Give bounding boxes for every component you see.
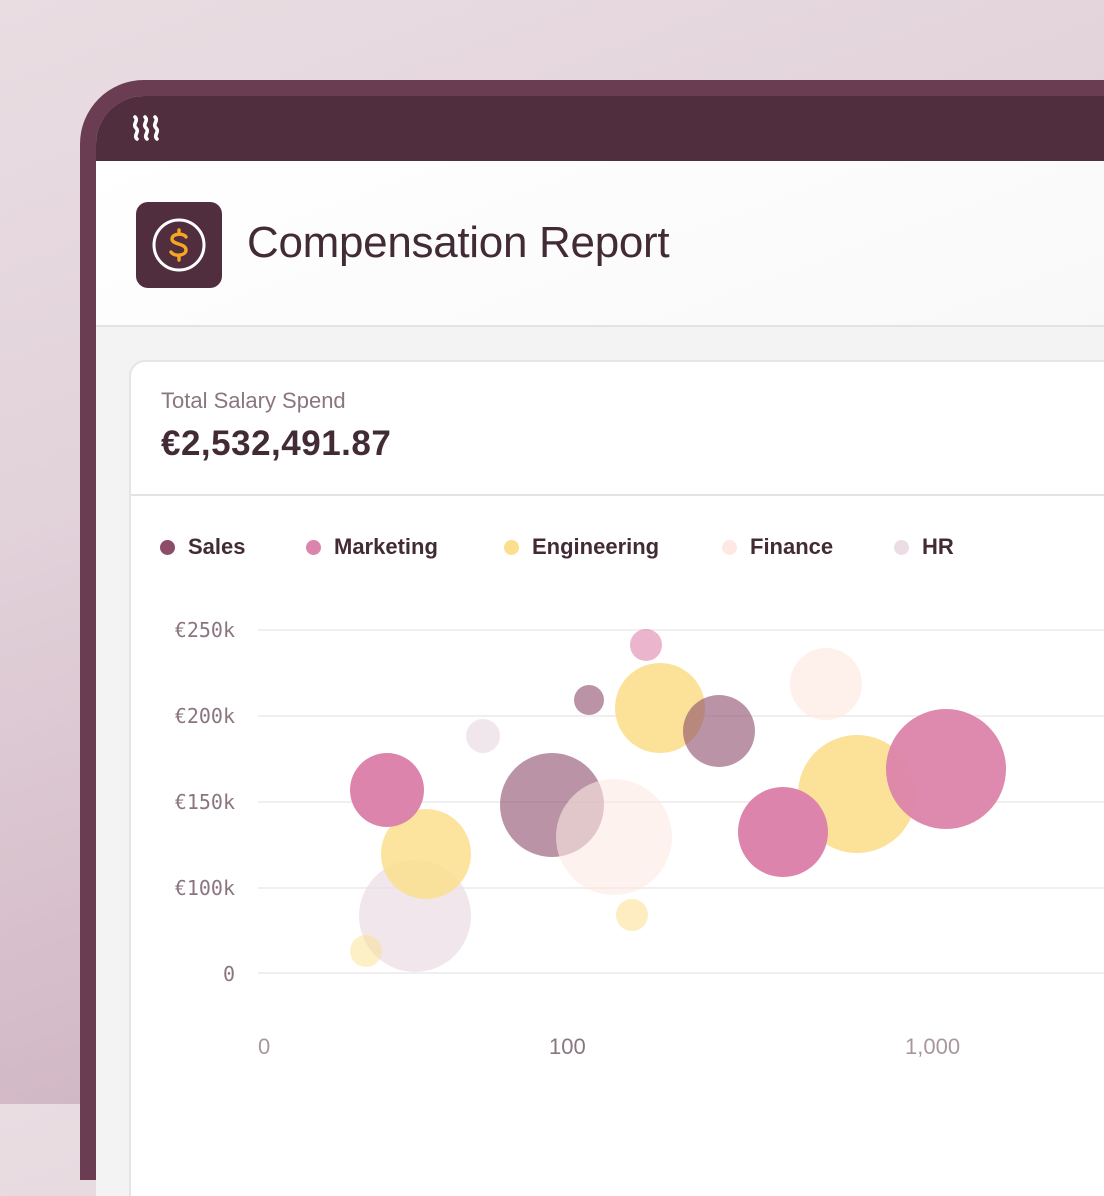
legend-dot-icon [160,539,175,555]
bubble-sales[interactable] [683,695,755,767]
bubble-finance[interactable] [790,648,862,720]
bubble-chart: Sales Marketing Engineering Finance HR €… [160,534,1104,1059]
bubble-engineering[interactable] [616,899,648,931]
bubble-sales[interactable] [574,685,604,715]
top-bar [96,96,1104,161]
gridline [258,801,1104,803]
card-header: Total Salary Spend €2,532,491.87 [131,362,1104,496]
report-app-icon [136,202,222,288]
legend-item-sales[interactable]: Sales [160,534,246,559]
legend-dot-icon [306,539,321,555]
y-tick-label: €200k [174,704,235,728]
gridline [258,972,1104,974]
bubble-marketing[interactable] [738,787,828,877]
x-tick-label: 0 [258,1034,271,1059]
x-tick-label: 1,000 [905,1034,961,1059]
y-tick-label: €150k [174,790,235,814]
gridline [258,629,1104,631]
bubble-engineering[interactable] [350,935,382,967]
legend-dot-icon [504,539,519,555]
app-window: Compensation Report Total Salary Spend €… [96,96,1104,1196]
gridline [258,887,1104,889]
bubble-hr[interactable] [466,719,500,753]
y-tick-label: €100k [174,876,235,900]
x-tick-label: 100 [549,1034,586,1059]
page-title: Compensation Report [247,218,670,267]
legend-item-finance[interactable]: Finance [722,534,833,559]
bubble-marketing[interactable] [350,753,424,827]
bubble-marketing[interactable] [886,709,1006,829]
bubble-finance[interactable] [556,779,672,895]
total-salary-value: €2,532,491.87 [161,424,392,463]
page-header: Compensation Report [96,161,1104,327]
legend-item-engineering[interactable]: Engineering [504,534,659,559]
legend-dot-icon [722,539,737,555]
dollar-circle-icon [152,218,206,272]
brand-wave-logo-icon[interactable] [130,114,164,142]
legend-dot-icon [894,539,909,555]
legend-item-hr[interactable]: HR [894,534,954,559]
legend-item-marketing[interactable]: Marketing [306,534,438,559]
bubble-marketing[interactable] [630,629,662,661]
total-salary-label: Total Salary Spend [161,388,346,413]
y-tick-label: €250k [174,618,235,642]
y-tick-label: 0 [222,962,235,986]
